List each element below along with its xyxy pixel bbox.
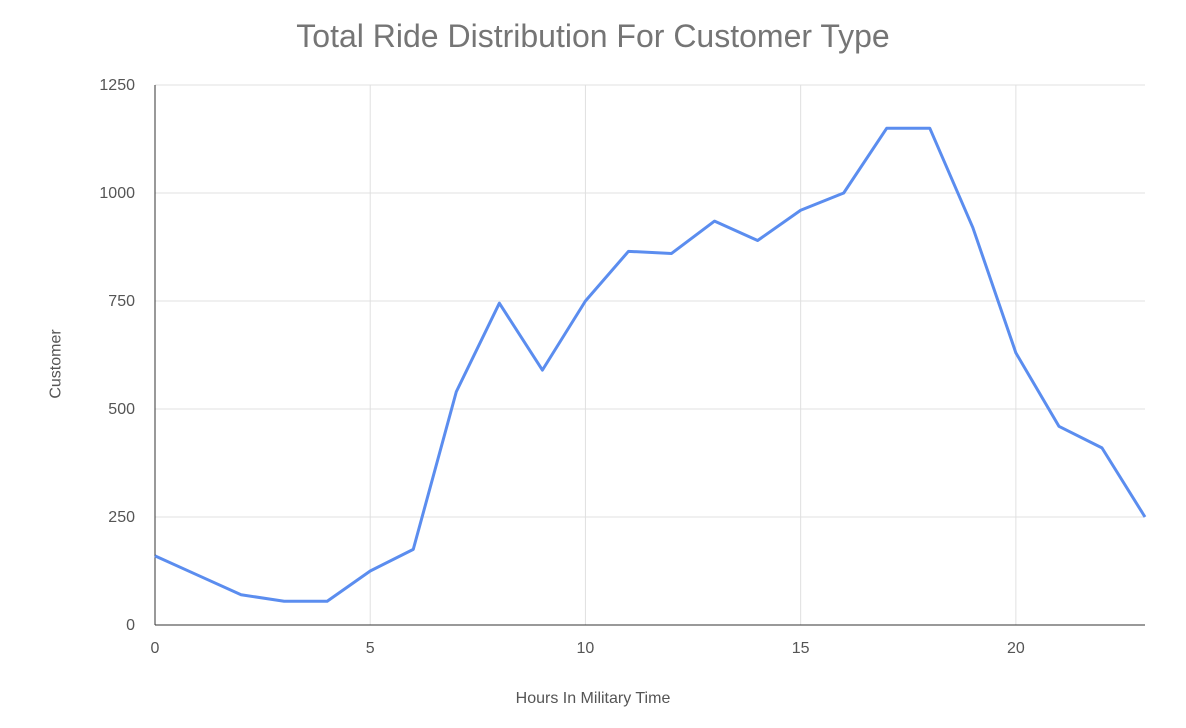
- y-axis-label: Customer: [48, 329, 66, 398]
- y-tick-label: 1000: [99, 185, 135, 202]
- chart-title: Total Ride Distribution For Customer Typ…: [0, 18, 1186, 55]
- y-tick-label: 750: [108, 293, 135, 310]
- x-axis-label: Hours In Military Time: [0, 690, 1186, 708]
- x-tick-label: 5: [366, 640, 375, 657]
- plot-area: 02505007501000125005101520: [155, 85, 1145, 625]
- data-series-line: [155, 128, 1145, 601]
- y-tick-label: 1250: [99, 77, 135, 94]
- x-tick-label: 10: [577, 640, 595, 657]
- x-tick-label: 15: [792, 640, 810, 657]
- chart-container: Total Ride Distribution For Customer Typ…: [0, 0, 1186, 728]
- plot-svg: 02505007501000125005101520: [155, 85, 1145, 625]
- x-tick-label: 0: [151, 640, 160, 657]
- y-tick-label: 0: [126, 617, 135, 634]
- x-tick-label: 20: [1007, 640, 1025, 657]
- y-tick-label: 250: [108, 509, 135, 526]
- y-tick-label: 500: [108, 401, 135, 418]
